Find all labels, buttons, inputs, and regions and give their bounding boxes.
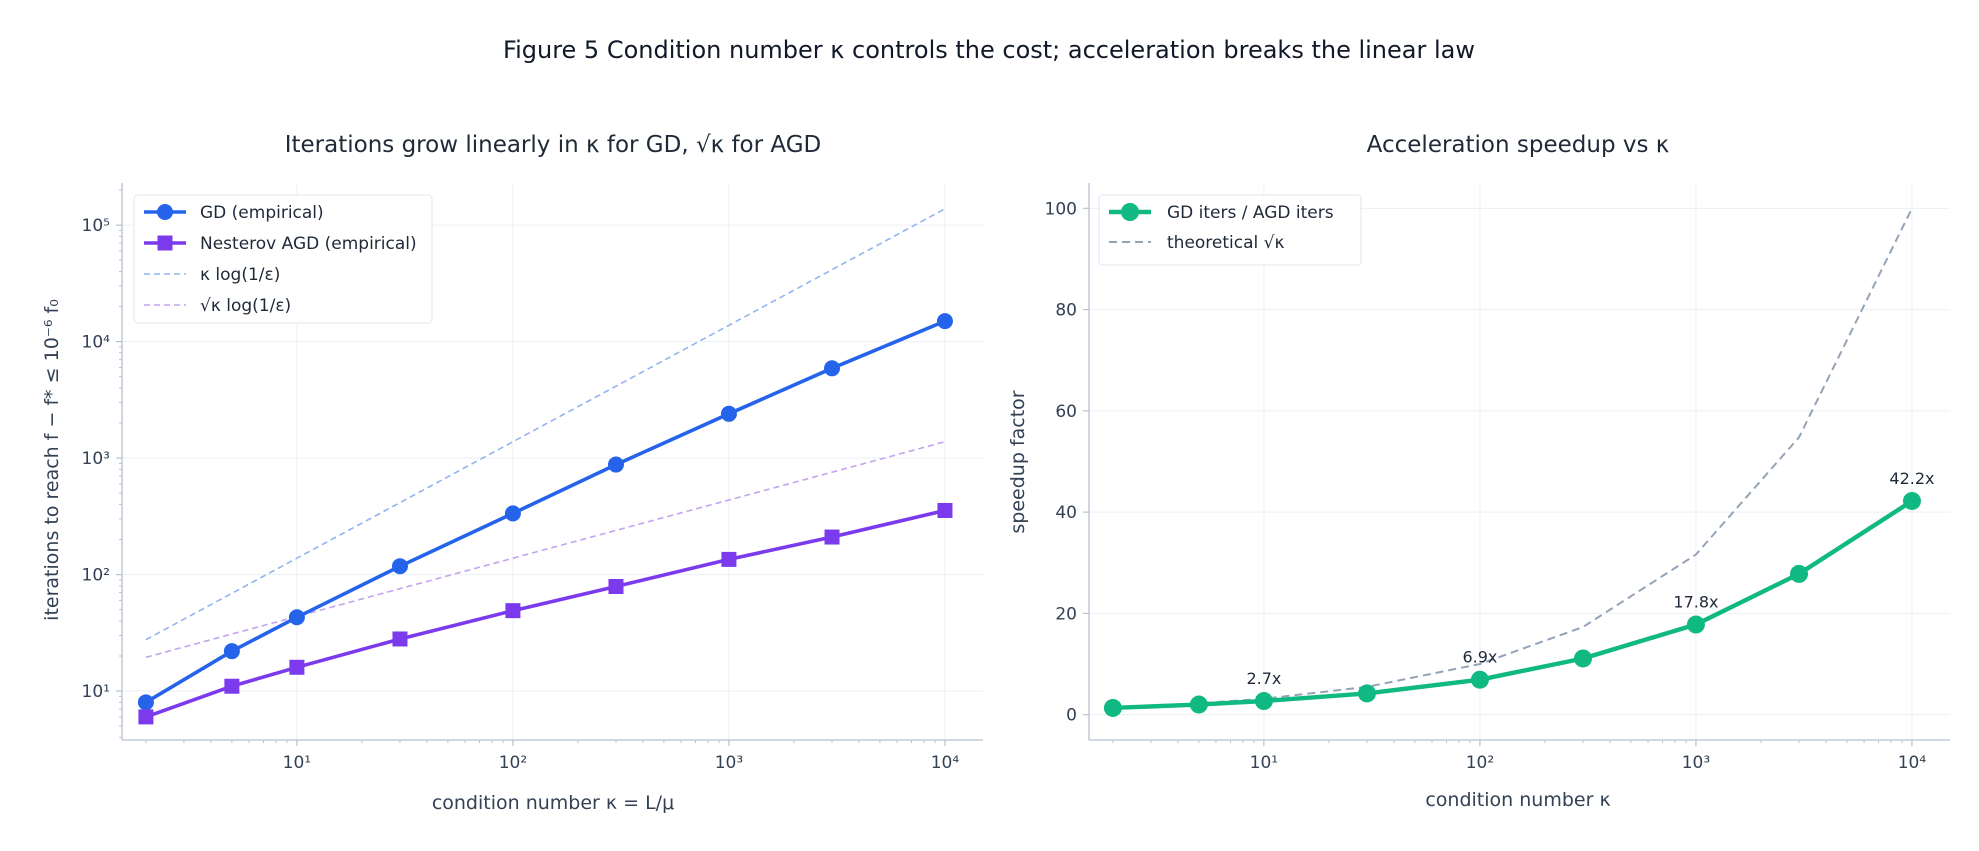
left-point-nesterov-agd-empirical: [721, 551, 737, 567]
left-point-gd-empirical: [504, 505, 521, 522]
right-series-line-theoretical: [1112, 207, 1913, 709]
left-y-tick-label: 10⁵: [82, 216, 110, 236]
left-x-tick-label: 10²: [499, 753, 527, 773]
right-point-gd-iters-agd-iters: [1686, 615, 1705, 634]
left-chart-title: Iterations grow linearly in κ for GD, √κ…: [285, 132, 822, 158]
right-chart: Acceleration speedup vs κ 2.7x 6.9x 17.8x 4…: [1007, 132, 1950, 811]
left-legend-label: Nesterov AGD (empirical): [200, 234, 417, 254]
right-y-axis-label: speedup factor: [1007, 390, 1029, 533]
right-series-line-gd-iters-agd-iters: [1112, 499, 1914, 711]
left-legend-item: GD (empirical): [144, 203, 324, 223]
right-y-tick-label: 60: [1055, 402, 1077, 422]
right-point-gd-iters-agd-iters: [1103, 698, 1122, 717]
left-series-line-log-1: [145, 440, 946, 659]
right-x-tick-label: 10¹: [1250, 753, 1278, 773]
legend-marker: [157, 204, 173, 220]
left-legend-label: κ log(1/ε): [200, 265, 280, 285]
right-point-gd-iters-agd-iters: [1189, 695, 1208, 714]
left-grid: [122, 183, 983, 740]
left-legend-label: √κ log(1/ε): [200, 296, 291, 316]
left-axes: 10¹ 10² 10³ 10⁴ 10¹ 10² 10³ 10⁴ 10⁵: [82, 183, 983, 773]
left-point-gd-empirical: [720, 405, 737, 422]
right-legend-label: theoretical √κ: [1167, 233, 1285, 253]
right-point-gd-iters-agd-iters: [1470, 670, 1489, 689]
left-legend-item: κ log(1/ε): [144, 265, 280, 285]
right-point-gd-iters-agd-iters: [1573, 649, 1592, 668]
left-point-gd-empirical: [824, 360, 841, 377]
right-point-gd-iters-agd-iters: [1254, 692, 1273, 711]
left-y-tick-label: 10³: [82, 449, 110, 469]
right-axes: 10¹ 10² 10³ 10⁴ 0 20 40 60 80 100: [1045, 183, 1950, 773]
right-series: 2.7x 6.9x 17.8x 42.2x: [1103, 207, 1935, 717]
right-x-axis-label: condition number κ: [1425, 789, 1610, 811]
left-point-nesterov-agd-empirical: [937, 502, 953, 518]
left-legend-label: GD (empirical): [200, 203, 324, 223]
left-point-nesterov-agd-empirical: [289, 659, 305, 675]
right-point-gd-iters-agd-iters: [1357, 684, 1376, 703]
left-point-gd-empirical: [936, 313, 953, 330]
speedup-annotation: 42.2x: [1889, 469, 1934, 488]
left-point-nesterov-agd-empirical: [608, 578, 624, 594]
legend-marker: [1121, 203, 1139, 221]
right-y-tick-label: 0: [1066, 706, 1077, 726]
right-grid: [1089, 183, 1950, 740]
left-point-nesterov-agd-empirical: [505, 603, 521, 619]
speedup-annotation: 6.9x: [1462, 648, 1497, 667]
left-series-line-gd-empirical: [144, 319, 946, 704]
right-legend-item: theoretical √κ: [1109, 233, 1285, 253]
speedup-annotation: 17.8x: [1673, 593, 1718, 612]
left-x-tick-label: 10¹: [283, 753, 311, 773]
speedup-annotation: 2.7x: [1246, 669, 1281, 688]
right-y-tick-label: 100: [1045, 199, 1077, 219]
right-legend-label: GD iters / AGD iters: [1167, 203, 1334, 223]
right-y-tick-label: 80: [1055, 301, 1077, 321]
left-legend: GD (empirical) Nesterov AGD (empirical) κ …: [133, 194, 433, 324]
left-point-nesterov-agd-empirical: [824, 529, 840, 545]
left-point-nesterov-agd-empirical: [392, 631, 408, 647]
left-y-tick-label: 10⁴: [82, 333, 111, 353]
left-legend-item: √κ log(1/ε): [144, 296, 291, 316]
right-y-tick-label: 20: [1055, 604, 1077, 624]
right-x-tick-label: 10⁴: [1898, 753, 1927, 773]
right-legend-box: [1098, 194, 1362, 266]
left-chart: Iterations grow linearly in κ for GD, √κ…: [41, 132, 983, 814]
left-point-nesterov-agd-empirical: [138, 709, 154, 725]
right-chart-title: Acceleration speedup vs κ: [1367, 132, 1670, 158]
left-y-axis-label: iterations to reach f − f* ≤ 10⁻⁶ f₀: [41, 299, 63, 621]
left-point-gd-empirical: [391, 558, 408, 575]
right-point-gd-iters-agd-iters: [1902, 491, 1921, 510]
left-x-tick-label: 10³: [715, 753, 743, 773]
right-x-tick-label: 10²: [1466, 753, 1494, 773]
left-point-gd-empirical: [223, 643, 240, 660]
left-point-gd-empirical: [607, 456, 624, 473]
legend-marker: [157, 235, 173, 251]
figure-title: Figure 5 Condition number κ controls the…: [503, 36, 1475, 64]
left-x-tick-label: 10⁴: [931, 753, 960, 773]
right-legend-item: GD iters / AGD iters: [1109, 203, 1334, 223]
left-legend-item: Nesterov AGD (empirical): [144, 234, 417, 254]
left-legend-box: [133, 194, 433, 324]
left-y-tick-label: 10²: [82, 566, 110, 586]
right-point-gd-iters-agd-iters: [1790, 564, 1809, 583]
left-series: [137, 208, 953, 725]
left-point-gd-empirical: [288, 609, 305, 626]
left-y-tick-label: 10¹: [82, 682, 110, 702]
left-series-line-log-1: [145, 208, 946, 641]
left-x-axis-label: condition number κ = L/μ: [432, 792, 674, 814]
right-legend: GD iters / AGD iters theoretical √κ: [1098, 194, 1362, 266]
left-point-gd-empirical: [137, 694, 154, 711]
right-x-tick-label: 10³: [1682, 753, 1710, 773]
right-y-tick-label: 40: [1055, 503, 1077, 523]
left-point-nesterov-agd-empirical: [224, 678, 240, 694]
